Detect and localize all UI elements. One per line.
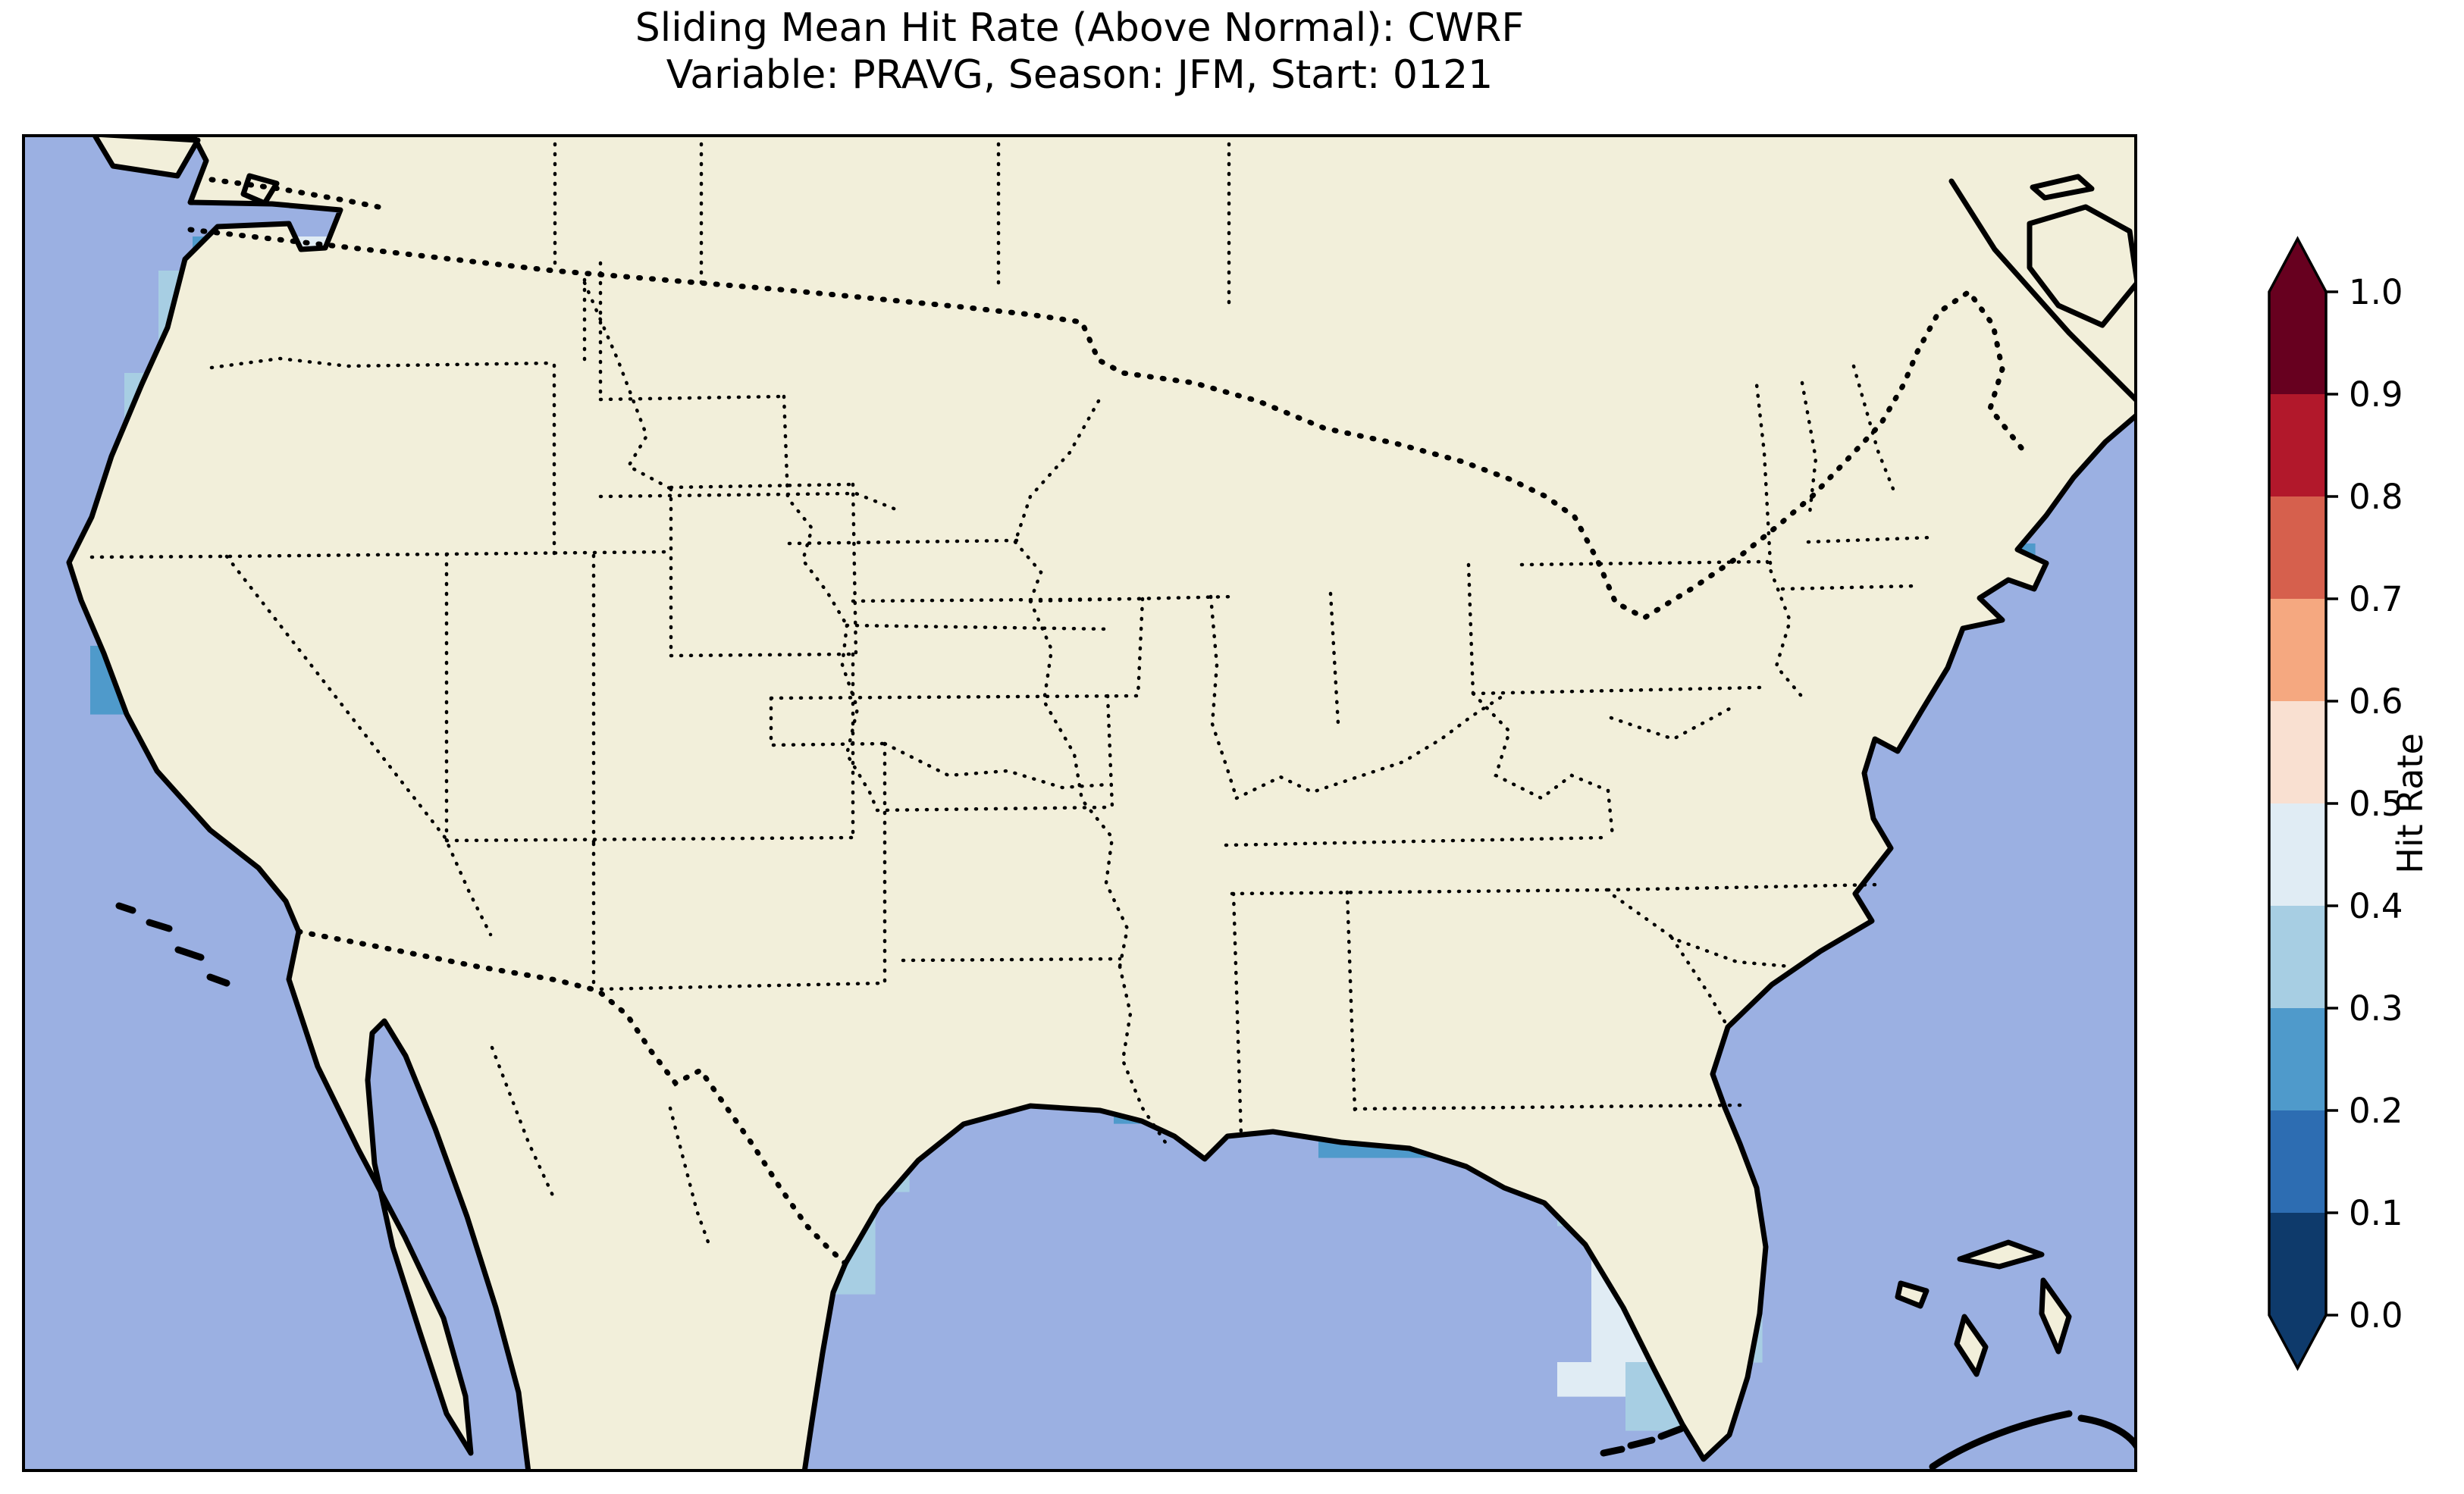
colorbar-segment (2269, 1008, 2326, 1111)
colorbar-tick-label: 0.0 (2349, 1295, 2403, 1336)
colorbar-segment (2269, 394, 2326, 497)
colorbar-tick-label: 0.2 (2349, 1091, 2403, 1131)
colorbar-tick-label: 0.1 (2349, 1193, 2403, 1233)
hit-rate-cell (1591, 1328, 1626, 1363)
colorbar-tick-label: 0.9 (2349, 374, 2403, 415)
colorbar-tick-label: 0.4 (2349, 886, 2403, 926)
colorbar-tick-label: 0.6 (2349, 681, 2403, 722)
hit-rate-cell (1591, 1362, 1626, 1397)
hit-rate-cell (1625, 1396, 1660, 1431)
figure-title-line2: Variable: PRAVG, Season: JFM, Start: 012… (666, 52, 1494, 98)
colorbar-segment (2269, 496, 2326, 600)
hit-rate-cell (1557, 1362, 1592, 1397)
colorbar-over-arrow (2269, 239, 2326, 292)
map-area (22, 134, 2137, 1472)
colorbar-tick-label: 0.7 (2349, 579, 2403, 619)
map-canvas (22, 134, 2137, 1472)
colorbar-tick-label: 1.0 (2349, 272, 2403, 312)
figure-title-line1: Sliding Mean Hit Rate (Above Normal): CW… (635, 5, 1525, 51)
colorbar-segment (2269, 701, 2326, 804)
colorbar-segment (2269, 292, 2326, 395)
colorbar-segment (2269, 906, 2326, 1009)
figure-title: Sliding Mean Hit Rate (Above Normal): CW… (22, 5, 2137, 99)
colorbar-segment (2269, 803, 2326, 907)
colorbar-tick-label: 0.8 (2349, 477, 2403, 517)
colorbar: 1.0 0.9 0.8 0.7 0.6 0.5 0.4 0.3 0.2 0.1 0.0 Hit Rat… (2240, 227, 2464, 1410)
colorbar-segment (2269, 599, 2326, 702)
colorbar-segment (2269, 1110, 2326, 1214)
colorbar-under-arrow (2269, 1315, 2326, 1368)
colorbar-segment (2269, 1213, 2326, 1316)
colorbar-label: Hit Rate (2390, 733, 2431, 874)
colorbar-tick-label: 0.3 (2349, 988, 2403, 1029)
